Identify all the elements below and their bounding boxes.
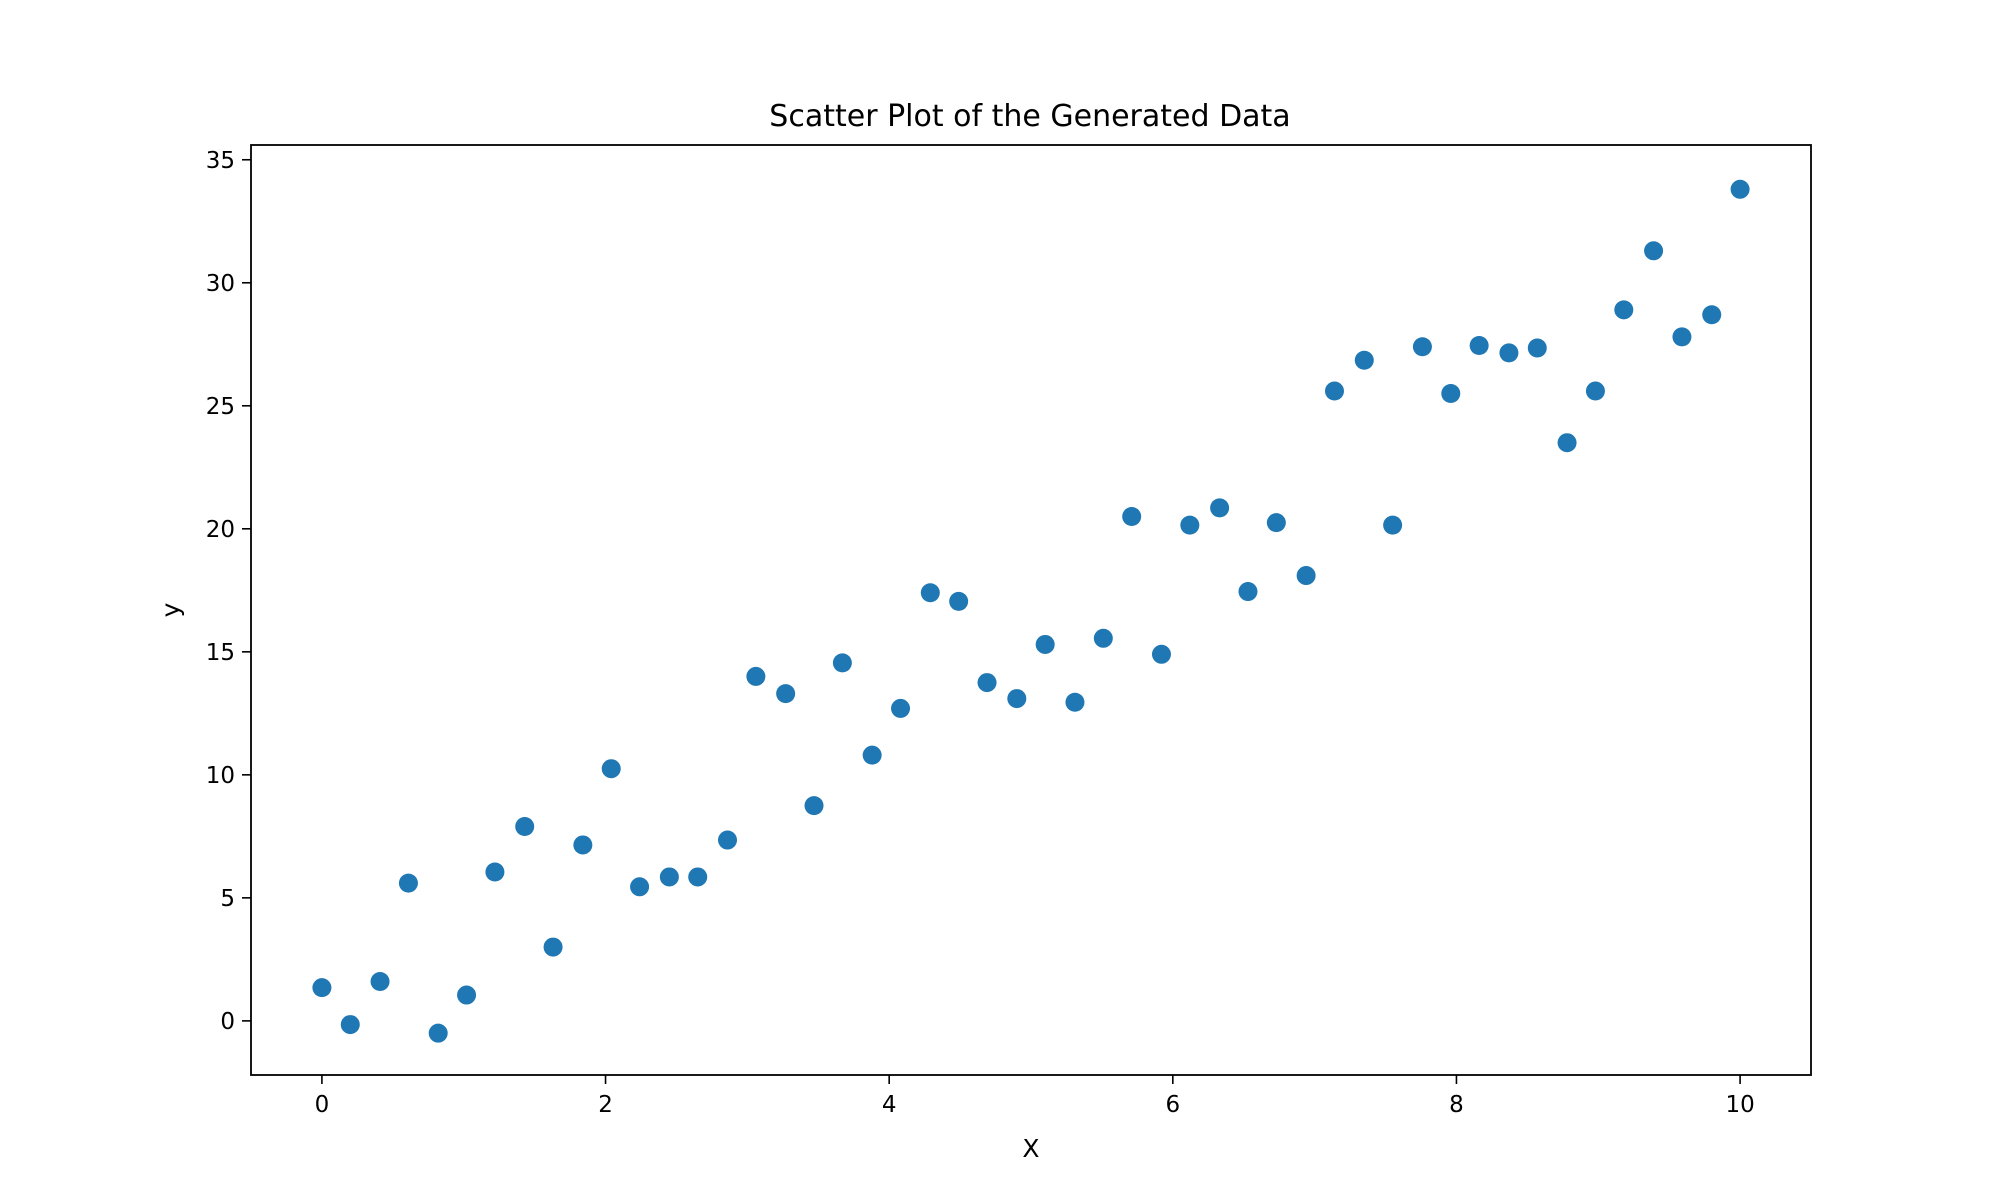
data-point — [1672, 327, 1692, 347]
data-point — [1238, 582, 1258, 602]
data-point — [485, 862, 505, 882]
data-point — [1035, 634, 1055, 654]
data-point — [1469, 336, 1489, 356]
data-point — [804, 796, 824, 816]
data-point — [746, 666, 766, 686]
data-point — [1122, 507, 1142, 527]
data-point — [832, 653, 852, 673]
data-point — [1065, 692, 1085, 712]
data-point — [1441, 383, 1461, 403]
data-point — [862, 745, 882, 765]
y-tick-label: 0 — [220, 1009, 235, 1035]
data-point — [1266, 513, 1286, 533]
data-point — [949, 591, 969, 611]
data-point — [1702, 305, 1722, 325]
data-point — [573, 835, 593, 855]
data-point — [312, 978, 332, 998]
data-point — [515, 817, 535, 837]
data-point — [630, 877, 650, 897]
x-tick-label: 0 — [315, 1092, 330, 1118]
x-tick-label: 10 — [1725, 1092, 1754, 1118]
data-point — [1324, 381, 1344, 401]
data-point — [543, 937, 563, 957]
x-axis-label: X — [1022, 1134, 1039, 1163]
x-tick-label: 6 — [1165, 1092, 1180, 1118]
data-point — [1557, 433, 1577, 453]
data-points — [312, 179, 1750, 1043]
y-tick-label: 30 — [206, 271, 235, 297]
data-point — [398, 873, 418, 893]
data-point — [340, 1015, 360, 1035]
data-point — [1730, 179, 1750, 199]
data-point — [1354, 350, 1374, 370]
data-point — [659, 867, 679, 887]
y-tick-label: 10 — [206, 763, 235, 789]
data-point — [688, 867, 708, 887]
data-point — [1644, 241, 1664, 261]
data-point — [1093, 628, 1113, 648]
data-point — [891, 698, 911, 718]
data-point — [1180, 515, 1200, 535]
y-tick-label: 15 — [206, 640, 235, 666]
y-axis-label: y — [156, 602, 185, 617]
data-point — [457, 985, 477, 1005]
data-point — [1007, 689, 1027, 709]
x-tick-label: 4 — [882, 1092, 897, 1118]
data-point — [1296, 566, 1316, 586]
x-axis: 0 2 4 6 8 10 — [315, 1075, 1755, 1118]
data-point — [977, 673, 997, 693]
data-point — [1383, 515, 1403, 535]
data-point — [1412, 337, 1432, 357]
x-tick-label: 8 — [1449, 1092, 1464, 1118]
y-tick-label: 5 — [220, 886, 235, 912]
data-point — [370, 972, 390, 992]
data-point — [428, 1023, 448, 1043]
data-point — [776, 684, 796, 704]
data-point — [1210, 498, 1230, 518]
data-point — [1614, 300, 1634, 320]
data-point — [1585, 381, 1605, 401]
x-tick-label: 2 — [598, 1092, 613, 1118]
data-point — [1527, 338, 1547, 358]
data-point — [718, 830, 738, 850]
y-tick-label: 20 — [206, 517, 235, 543]
data-point — [1499, 343, 1519, 363]
data-point — [1151, 644, 1171, 664]
y-axis: 0 5 10 15 20 25 30 35 — [206, 148, 251, 1035]
y-tick-label: 35 — [206, 148, 235, 174]
chart-title: Scatter Plot of the Generated Data — [769, 99, 1290, 134]
data-point — [601, 759, 621, 779]
y-tick-label: 25 — [206, 394, 235, 420]
plot-frame — [250, 144, 1812, 1076]
data-point — [920, 583, 940, 603]
